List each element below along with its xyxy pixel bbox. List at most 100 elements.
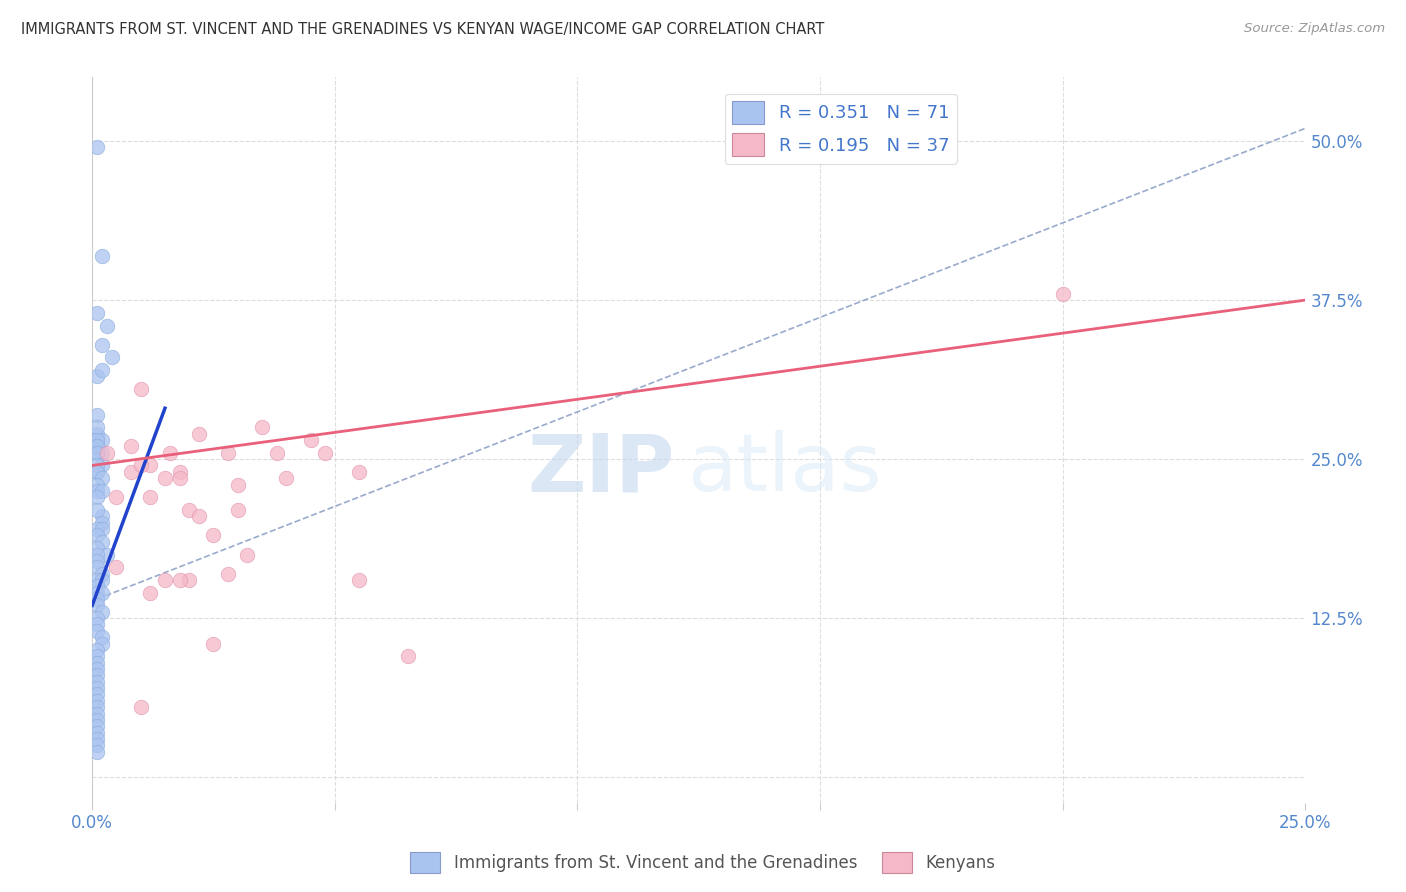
Point	[86, 599, 108, 613]
Point	[226, 477, 249, 491]
Point	[86, 458, 108, 473]
Text: atlas: atlas	[686, 430, 882, 508]
Point	[86, 408, 108, 422]
Point	[86, 306, 108, 320]
Point	[86, 611, 108, 625]
Point	[299, 433, 322, 447]
Point	[86, 706, 108, 721]
Point	[86, 483, 108, 498]
Point	[105, 490, 128, 504]
Point	[217, 446, 239, 460]
Point	[179, 503, 201, 517]
Point	[90, 585, 112, 599]
Point	[86, 465, 108, 479]
Point	[179, 573, 201, 587]
Point	[169, 573, 191, 587]
Point	[129, 700, 152, 714]
Point	[153, 471, 176, 485]
Point	[86, 745, 108, 759]
Point	[90, 522, 112, 536]
Point	[90, 630, 112, 644]
Point	[90, 566, 112, 581]
Point	[187, 509, 209, 524]
Legend: R = 0.351   N = 71, R = 0.195   N = 37: R = 0.351 N = 71, R = 0.195 N = 37	[724, 94, 956, 163]
Point	[96, 548, 118, 562]
Point	[86, 420, 108, 434]
Point	[96, 446, 118, 460]
Point	[86, 369, 108, 384]
Point	[90, 516, 112, 530]
Point	[86, 446, 108, 460]
Point	[86, 694, 108, 708]
Point	[120, 465, 142, 479]
Point	[86, 560, 108, 574]
Point	[86, 617, 108, 632]
Point	[86, 528, 108, 542]
Point	[90, 573, 112, 587]
Point	[347, 573, 370, 587]
Point	[90, 458, 112, 473]
Point	[217, 566, 239, 581]
Text: IMMIGRANTS FROM ST. VINCENT AND THE GRENADINES VS KENYAN WAGE/INCOME GAP CORRELA: IMMIGRANTS FROM ST. VINCENT AND THE GREN…	[21, 22, 824, 37]
Point	[1052, 286, 1074, 301]
Point	[86, 522, 108, 536]
Point	[86, 649, 108, 664]
Point	[86, 477, 108, 491]
Point	[86, 439, 108, 453]
Point	[86, 585, 108, 599]
Point	[86, 573, 108, 587]
Point	[86, 624, 108, 638]
Point	[86, 433, 108, 447]
Point	[90, 433, 112, 447]
Point	[90, 636, 112, 650]
Legend: Immigrants from St. Vincent and the Grenadines, Kenyans: Immigrants from St. Vincent and the Gren…	[404, 846, 1002, 880]
Point	[396, 649, 419, 664]
Point	[139, 458, 162, 473]
Text: Source: ZipAtlas.com: Source: ZipAtlas.com	[1244, 22, 1385, 36]
Point	[100, 351, 122, 365]
Point	[86, 656, 108, 670]
Point	[86, 739, 108, 753]
Point	[90, 605, 112, 619]
Point	[90, 483, 112, 498]
Point	[86, 439, 108, 453]
Point	[86, 674, 108, 689]
Point	[86, 688, 108, 702]
Point	[96, 318, 118, 333]
Point	[86, 548, 108, 562]
Point	[120, 439, 142, 453]
Point	[86, 643, 108, 657]
Point	[169, 471, 191, 485]
Point	[169, 465, 191, 479]
Point	[90, 363, 112, 377]
Point	[347, 465, 370, 479]
Point	[314, 446, 336, 460]
Point	[86, 731, 108, 746]
Point	[90, 534, 112, 549]
Point	[129, 458, 152, 473]
Point	[86, 700, 108, 714]
Point	[90, 248, 112, 262]
Point	[86, 541, 108, 556]
Point	[139, 490, 162, 504]
Point	[86, 446, 108, 460]
Point	[86, 662, 108, 676]
Point	[86, 426, 108, 441]
Point	[86, 681, 108, 695]
Point	[105, 560, 128, 574]
Point	[86, 503, 108, 517]
Point	[266, 446, 288, 460]
Point	[86, 719, 108, 733]
Point	[153, 573, 176, 587]
Point	[86, 713, 108, 727]
Point	[86, 725, 108, 739]
Point	[187, 426, 209, 441]
Point	[86, 433, 108, 447]
Point	[226, 503, 249, 517]
Point	[86, 554, 108, 568]
Point	[86, 668, 108, 682]
Point	[86, 490, 108, 504]
Point	[202, 636, 225, 650]
Point	[90, 471, 112, 485]
Point	[276, 471, 298, 485]
